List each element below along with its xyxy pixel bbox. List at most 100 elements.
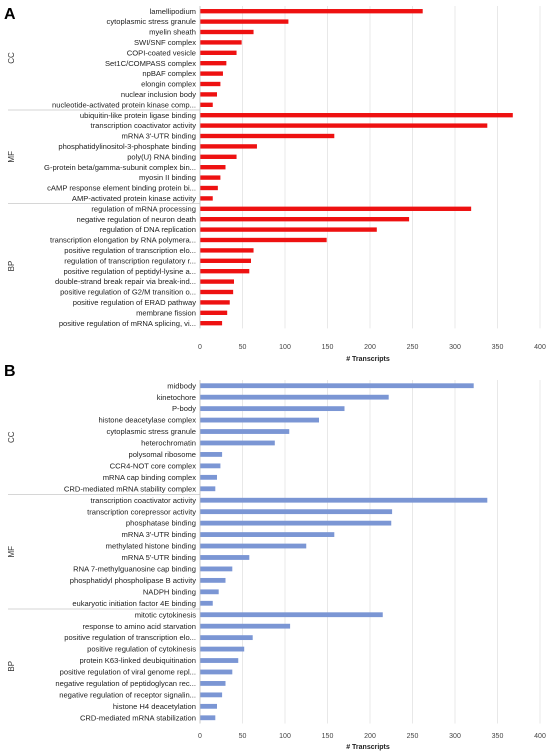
bar xyxy=(200,440,275,446)
x-tick-label: 200 xyxy=(364,733,376,740)
bar xyxy=(200,50,237,55)
x-tick-label: 250 xyxy=(407,344,419,351)
bar xyxy=(200,463,221,469)
bar xyxy=(200,154,237,159)
category-label: CRD-mediated mRNA stability complex xyxy=(64,484,196,493)
category-label: negative regulation of neuron death xyxy=(77,215,196,224)
bar xyxy=(200,497,488,503)
category-label: negative regulation of receptor signalin… xyxy=(59,690,196,699)
category-label: phosphatase binding xyxy=(126,519,196,528)
x-tick-label: 300 xyxy=(449,344,461,351)
bar xyxy=(200,623,291,629)
x-tick-label: 50 xyxy=(239,733,247,740)
bar xyxy=(200,92,217,97)
bar xyxy=(200,237,327,243)
bar xyxy=(200,300,230,305)
x-tick-label: 250 xyxy=(407,733,419,740)
bar xyxy=(200,144,257,149)
category-label: phosphatidyl phospholipase B activity xyxy=(70,576,196,585)
x-tick-label: 150 xyxy=(322,733,334,740)
category-label: midbody xyxy=(167,381,196,390)
x-tick-label: 50 xyxy=(239,344,247,351)
category-label: mRNA 3'-UTR binding xyxy=(122,530,196,539)
bar xyxy=(200,81,221,87)
bar xyxy=(200,40,242,45)
x-tick-label: 0 xyxy=(198,733,202,740)
category-label: RNA 7-methylguanosine cap binding xyxy=(73,565,196,574)
bar xyxy=(200,509,393,515)
bar xyxy=(200,452,223,457)
category-label: myosin II binding xyxy=(139,173,196,182)
bar xyxy=(200,310,228,315)
x-tick-label: 200 xyxy=(364,344,376,351)
bar xyxy=(200,61,227,66)
bar xyxy=(200,681,226,686)
panel-a-letter: A xyxy=(4,6,16,23)
category-label: eukaryotic initiation factor 4E binding xyxy=(72,599,196,608)
bar xyxy=(200,406,345,412)
bar xyxy=(200,703,217,709)
x-tick-label: 400 xyxy=(534,344,546,351)
bar xyxy=(200,555,250,560)
x-axis-title: # Transcripts xyxy=(346,744,390,751)
x-tick-label: 400 xyxy=(534,733,546,740)
category-label: lamellipodium xyxy=(150,7,196,16)
category-label: elongin complex xyxy=(141,80,196,89)
category-label: SWI/SNF complex xyxy=(134,38,196,47)
bar xyxy=(200,248,254,253)
category-label: COPI-coated vesicle xyxy=(127,48,196,57)
category-label: kinetochore xyxy=(157,393,196,402)
bar xyxy=(200,612,383,618)
category-label: mRNA 3'-UTR binding xyxy=(122,132,196,141)
bar xyxy=(200,175,221,180)
panel-b-letter: B xyxy=(4,363,16,380)
x-tick-label: 100 xyxy=(279,344,291,351)
group-label: CC xyxy=(7,431,16,443)
category-label: positive regulation of viral genome repl… xyxy=(60,668,196,677)
category-label: cytoplasmic stress granule xyxy=(107,427,196,436)
bar xyxy=(200,113,513,118)
bar xyxy=(200,474,217,480)
category-label: regulation of mRNA processing xyxy=(91,204,196,213)
category-label: positive regulation of peptidyl-lysine a… xyxy=(63,267,196,276)
group-label: BP xyxy=(7,661,16,672)
group-label: CC xyxy=(7,52,16,64)
category-label: transcription coactivator activity xyxy=(90,496,196,505)
category-label: nuclear inclusion body xyxy=(121,90,196,99)
bar xyxy=(200,217,410,222)
group-label: MF xyxy=(7,546,16,558)
category-label: transcription coactivator activity xyxy=(90,121,196,130)
bar xyxy=(200,589,219,595)
category-label: protein K63-linked deubiquitination xyxy=(79,656,196,665)
category-label: positive regulation of ERAD pathway xyxy=(73,298,196,307)
bar xyxy=(200,227,377,232)
category-label: polysomal ribosome xyxy=(128,450,196,459)
bar xyxy=(200,133,335,139)
bar xyxy=(200,635,253,641)
bar xyxy=(200,429,290,434)
category-label: AMP-activated protein kinase activity xyxy=(72,194,196,203)
bar xyxy=(200,9,423,14)
category-label: P-body xyxy=(172,404,196,413)
bar xyxy=(200,417,319,423)
bar xyxy=(200,577,226,583)
group-label: BP xyxy=(7,261,16,272)
bar xyxy=(200,196,213,201)
category-label: positive regulation of transcription elo… xyxy=(64,246,196,255)
category-label: positive regulation of G2/M transition o… xyxy=(60,288,196,297)
category-label: positive regulation of transcription elo… xyxy=(64,633,196,642)
bar xyxy=(200,520,392,526)
bar xyxy=(200,123,488,128)
category-label: membrane fission xyxy=(136,308,196,317)
category-label: cAMP response element binding protein bi… xyxy=(47,184,196,193)
category-label: methylated histone binding xyxy=(106,542,196,551)
bar xyxy=(200,486,216,492)
bar xyxy=(200,258,251,263)
bar xyxy=(200,394,389,400)
category-label: double-strand break repair via break-ind… xyxy=(55,277,196,286)
category-label: heterochromatin xyxy=(141,439,196,448)
x-tick-label: 350 xyxy=(492,733,504,740)
category-label: histone H4 deacetylation xyxy=(113,702,196,711)
x-tick-label: 0 xyxy=(198,344,202,351)
bar xyxy=(200,532,335,537)
